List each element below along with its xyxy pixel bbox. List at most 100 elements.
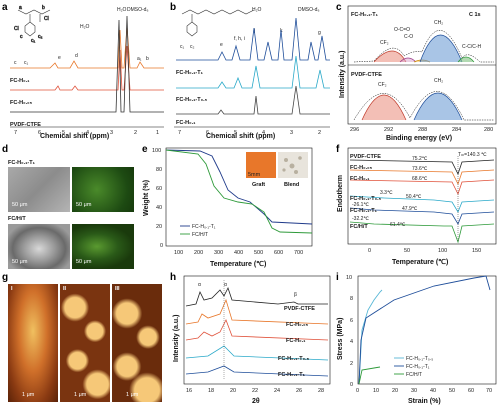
e-inset-blend: Blend xyxy=(284,182,299,188)
i-legend-3: FC/H/T xyxy=(406,372,422,378)
peak-c-a: c xyxy=(14,60,17,66)
yticks-e: 100 80 60 40 20 0 xyxy=(152,148,163,249)
peak-a1-a: a₁ xyxy=(137,56,142,62)
d-bottom-name: FC/H/T xyxy=(8,216,26,222)
d-top-name: FC-H₀.₁-T₁ xyxy=(8,160,36,166)
afm-scale-2: 1 μm xyxy=(74,392,87,398)
xps-bottom-cf2: CF₂ xyxy=(378,82,387,88)
stress-strain-curves xyxy=(358,275,491,385)
panel-label-f: f xyxy=(336,144,340,155)
panel-label-h: h xyxy=(170,272,176,283)
svg-text:70: 70 xyxy=(486,388,492,394)
svg-text:0: 0 xyxy=(356,388,359,394)
panel-a-nmr: a a b Cl c c₁ c₂ Ci H₂O H₂O DMSO-d₆ c c₁… xyxy=(2,2,164,135)
h-name-4: FC-H₀.₁-T₁ xyxy=(278,372,306,378)
peak-fhi-b: f, h, i xyxy=(234,36,245,42)
struct-label-c: c xyxy=(20,34,23,40)
svg-text:0: 0 xyxy=(368,248,371,254)
svg-text:2: 2 xyxy=(134,130,137,135)
nmr-traces-a xyxy=(10,15,164,113)
ylabel-c: Intensity (a.u.) xyxy=(339,51,346,98)
xticks-b: 7 6 5 4 3 2 xyxy=(178,130,321,135)
nmr-traces-b xyxy=(176,17,330,115)
panel-label-a: a xyxy=(2,2,8,13)
panel-label-c: c xyxy=(336,2,342,13)
svg-text:28: 28 xyxy=(318,388,324,394)
xticks-a: 7 6 5 4 3 2 1 xyxy=(14,130,159,135)
svg-text:50: 50 xyxy=(449,388,455,394)
h-name-3: FC-H₀.₁-T₀.₅ xyxy=(278,356,310,362)
panel-d-images: d FC-H₀.₁-T₁ FC/H/T 50 μm 50 μm 50 μm 50… xyxy=(0,142,140,270)
f-temp-2: 68.6℃ xyxy=(412,176,428,182)
afm-image-3 xyxy=(112,284,162,402)
peak-dmso-a-label: DMSO-d₆ xyxy=(127,7,148,13)
peak-e-a: e xyxy=(58,55,61,61)
svg-text:50: 50 xyxy=(404,248,410,254)
d-sem-top xyxy=(8,167,70,212)
svg-text:60: 60 xyxy=(468,388,474,394)
xticks-c: 296 292 288 284 280 xyxy=(350,127,493,133)
svg-text:292: 292 xyxy=(384,127,393,133)
svg-text:284: 284 xyxy=(452,127,461,133)
panel-g-afm: g I II III 1 μm 1 μm 1 μm xyxy=(0,270,168,406)
svg-text:80: 80 xyxy=(156,167,162,173)
xlabel-f: Temperature (℃) xyxy=(392,258,448,266)
h-marker-2: α xyxy=(224,282,227,288)
xps-title: C 1s xyxy=(469,12,481,18)
svg-text:4: 4 xyxy=(86,130,89,135)
struct-label-c2: c₂ xyxy=(38,34,43,40)
svg-text:0: 0 xyxy=(160,243,163,249)
svg-text:22: 22 xyxy=(252,388,258,394)
svg-text:40: 40 xyxy=(430,388,436,394)
svg-text:24: 24 xyxy=(274,388,280,394)
xlabel-a: Chemical shift (ppm) xyxy=(40,133,110,140)
panel-label-d: d xyxy=(2,144,8,155)
svg-text:296: 296 xyxy=(350,127,359,133)
panel-label-b: b xyxy=(170,2,176,13)
svg-text:7: 7 xyxy=(14,130,17,135)
xps-top-co: C-O xyxy=(404,34,413,40)
svg-text:288: 288 xyxy=(418,127,427,133)
f-name-5: FC/H/T xyxy=(350,224,368,230)
svg-text:6: 6 xyxy=(350,318,353,324)
svg-text:100: 100 xyxy=(438,248,447,254)
xlabel-b: Chemical shift (ppm) xyxy=(206,133,276,140)
trace-name-b-3: FC-H₀.₁ xyxy=(176,120,196,126)
panel-f-dsc: f Endotherm Tₘ=140.3 ℃ PVDF-CTFE 75.2℃ F… xyxy=(336,144,497,266)
xps-bottom-fits xyxy=(353,91,494,121)
svg-text:600: 600 xyxy=(274,250,283,256)
peak-h2o-a-label: H₂O xyxy=(117,7,127,13)
xps-top-cc: C-C/C-H xyxy=(462,44,482,50)
ylabel-i: Stress (MPa) xyxy=(337,318,344,360)
afm-scale-3: 1 μm xyxy=(126,392,139,398)
xticks-i: 0 10 20 30 40 50 60 70 xyxy=(356,388,492,394)
f-temp2-4: -26.1℃ xyxy=(352,202,369,208)
svg-text:4: 4 xyxy=(350,339,353,345)
f-temp2-3: 3.3℃ xyxy=(380,190,393,196)
peak-c2-b: c₂ xyxy=(190,44,195,50)
tga-curve-graft xyxy=(165,149,313,225)
d-fluor-bottom xyxy=(72,224,134,269)
svg-text:6: 6 xyxy=(206,130,209,135)
tga-curve-blend xyxy=(165,149,313,234)
xticks-e: 100 200 300 400 500 600 700 xyxy=(174,250,303,256)
svg-text:20: 20 xyxy=(230,388,236,394)
afm-label-1: I xyxy=(11,286,13,292)
svg-text:26: 26 xyxy=(296,388,302,394)
h-marker-3: β xyxy=(294,292,297,298)
h-name-2: FC-H₀.₁ xyxy=(286,338,306,344)
ylabel-h: Intensity (a.u.) xyxy=(173,315,180,362)
f-temp-0: 75.2℃ xyxy=(412,156,428,162)
svg-text:7: 7 xyxy=(178,130,181,135)
trace-name-a-2: FC-H₀.₀₅ xyxy=(10,100,33,106)
f-temp-4: 47.9℃ xyxy=(402,206,418,212)
svg-text:5: 5 xyxy=(234,130,237,135)
xticks-f: 0 50 100 150 xyxy=(368,248,481,254)
struct-label-b: b xyxy=(42,5,45,11)
xlabel-c: Binding energy (eV) xyxy=(386,135,452,142)
xticks-h: 16 18 20 22 24 26 28 xyxy=(186,388,324,394)
svg-text:6: 6 xyxy=(38,130,41,135)
afm-label-2: II xyxy=(63,286,67,292)
svg-text:10: 10 xyxy=(373,388,379,394)
f-name-2: FC-H₀.₁ xyxy=(350,176,370,182)
